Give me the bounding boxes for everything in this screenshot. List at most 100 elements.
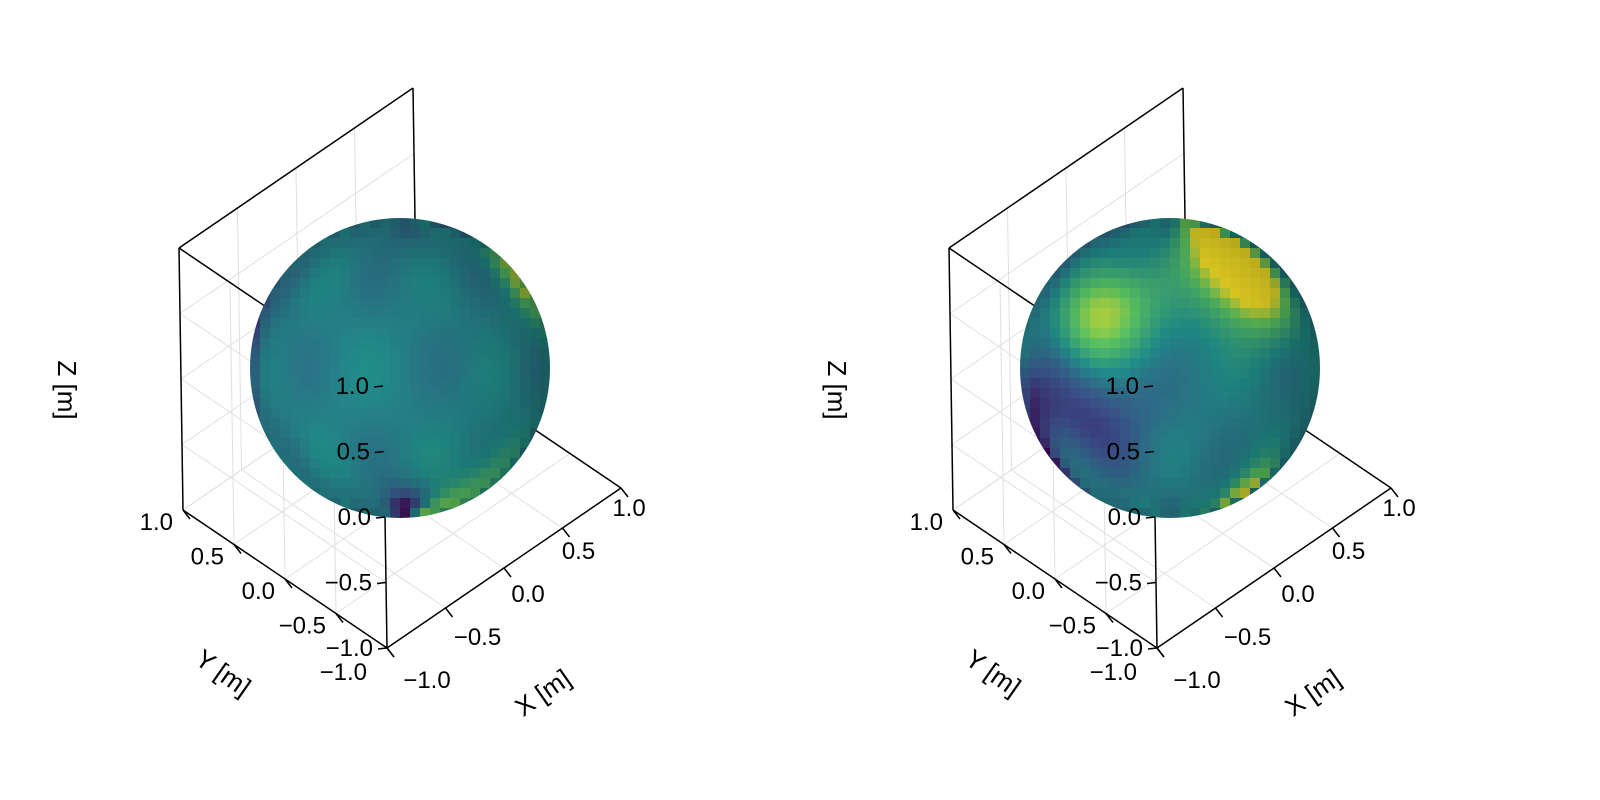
sphere-patch (1130, 318, 1141, 329)
sphere-patch (420, 358, 431, 369)
sphere-patch (330, 428, 341, 439)
sphere-patch (330, 328, 341, 339)
sphere-patch (360, 288, 371, 299)
sphere-patch (1040, 408, 1051, 419)
sphere-patch (1250, 238, 1261, 249)
sphere-patch (270, 328, 281, 339)
sphere-patch (1080, 418, 1091, 429)
sphere-patch (320, 328, 331, 339)
sphere-patch (1230, 418, 1241, 429)
sphere-patch (1080, 368, 1091, 379)
sphere-patch (1140, 458, 1151, 469)
x-tick-label: 0.0 (511, 581, 544, 608)
sphere-patch (250, 378, 261, 389)
sphere-patch (400, 378, 411, 389)
sphere-patch (1160, 268, 1171, 279)
sphere-patch (480, 228, 491, 239)
sphere-patch (1120, 318, 1131, 329)
sphere-patch (360, 438, 371, 449)
sphere-patch (470, 298, 481, 309)
sphere-patch (260, 418, 271, 429)
sphere-patch (1190, 268, 1201, 279)
sphere-patch (1210, 458, 1221, 469)
sphere-patch (370, 388, 381, 399)
sphere-patch (1070, 468, 1081, 479)
sphere-patch (1200, 378, 1211, 389)
sphere-patch (1180, 388, 1191, 399)
sphere-patch (1100, 238, 1111, 249)
sphere-patch (1250, 438, 1261, 449)
sphere-patch (390, 468, 401, 479)
sphere-patch (1200, 428, 1211, 439)
sphere-patch (1060, 368, 1071, 379)
sphere-patch (470, 318, 481, 329)
sphere-patch (460, 468, 471, 479)
sphere-patch (1200, 298, 1211, 309)
sphere-patch (310, 268, 321, 279)
sphere-patch (320, 488, 331, 499)
x-tick (1331, 527, 1341, 538)
sphere-patch (520, 378, 531, 389)
sphere-patch (1230, 408, 1241, 419)
sphere-patch (1250, 468, 1261, 479)
sphere-patch (290, 278, 301, 289)
sphere-patch (1100, 348, 1111, 359)
sphere-patch (310, 348, 321, 359)
sphere-patch (250, 398, 261, 409)
sphere-patch (1180, 368, 1191, 379)
sphere-patch (480, 388, 491, 399)
sphere-patch (1210, 438, 1221, 449)
sphere-patch (350, 248, 361, 259)
sphere-patch (390, 348, 401, 359)
sphere-patch (1070, 238, 1081, 249)
sphere-patch (330, 438, 341, 449)
sphere-patch (1260, 288, 1271, 299)
sphere-patch (1160, 248, 1171, 259)
sphere-patch (1050, 468, 1061, 479)
sphere-patch (1260, 238, 1271, 249)
sphere-patch (440, 338, 451, 349)
sphere-patch (1240, 248, 1251, 259)
z-tick-label: 0.5 (1107, 439, 1140, 466)
sphere-patch (400, 418, 411, 429)
sphere-patch (510, 368, 521, 379)
sphere-patch (1310, 378, 1320, 389)
sphere-patch (1120, 438, 1131, 449)
sphere-patch (380, 448, 391, 459)
sphere-patch (1050, 318, 1061, 329)
sphere-patch (430, 238, 441, 249)
sphere-patch (430, 258, 441, 269)
sphere-patch (1190, 458, 1201, 469)
sphere-patch (260, 438, 271, 449)
sphere-patch (380, 238, 391, 249)
sphere-patch (490, 268, 501, 279)
y-tick-label: 0.5 (191, 544, 224, 571)
sphere-patch (360, 508, 371, 518)
sphere-patch (1200, 458, 1211, 469)
sphere-patch (440, 328, 451, 339)
sphere-patch (1190, 348, 1201, 359)
sphere-patch (1140, 408, 1151, 419)
sphere-patch (1140, 448, 1151, 459)
sphere-patch (1080, 478, 1091, 489)
sphere-patch (1040, 268, 1051, 279)
sphere-patch (480, 458, 491, 469)
sphere-patch (480, 268, 491, 279)
sphere-patch (520, 358, 531, 369)
sphere-patch (1080, 448, 1091, 459)
sphere-patch (1180, 498, 1191, 509)
sphere-patch (390, 218, 401, 229)
sphere-patch (470, 428, 481, 439)
sphere-patch (1190, 438, 1201, 449)
z-tick-label: −0.5 (325, 570, 372, 597)
sphere-patch (530, 288, 541, 299)
sphere-patch (480, 478, 491, 489)
sphere-patch (1170, 328, 1181, 339)
sphere-patch (1170, 468, 1181, 479)
sphere-patch (1290, 288, 1301, 299)
sphere-patch (270, 358, 281, 369)
sphere-patch (300, 458, 311, 469)
sphere-patch (1140, 298, 1151, 309)
sphere-patch (520, 308, 531, 319)
sphere-patch (450, 378, 461, 389)
